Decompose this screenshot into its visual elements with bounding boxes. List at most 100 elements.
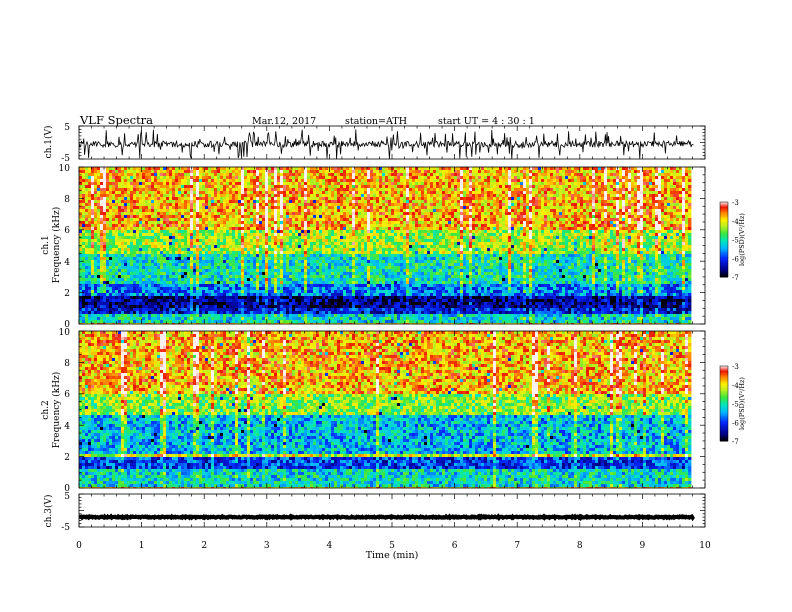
spectrogram-cell xyxy=(514,176,518,180)
spectrogram-cell xyxy=(547,221,551,225)
spectrogram-cell xyxy=(505,206,509,210)
spectrogram-cell xyxy=(481,230,485,234)
spectrogram-cell xyxy=(160,227,164,231)
spectrogram-cell xyxy=(658,215,662,219)
spectrogram-cell xyxy=(220,176,224,180)
spectrogram-cell xyxy=(604,215,608,219)
spectrogram-cell xyxy=(313,200,317,204)
spectrogram-cell xyxy=(607,179,611,183)
spectrogram-cell xyxy=(91,191,95,195)
spectrogram-cell xyxy=(322,239,326,243)
spectrogram-cell xyxy=(388,221,392,225)
spectrogram-cell xyxy=(244,200,248,204)
spectrogram-cell xyxy=(604,218,608,222)
spectrogram-cell xyxy=(370,230,374,234)
spectrogram-cell xyxy=(133,200,137,204)
spectrogram-cell xyxy=(514,179,518,183)
spectrogram-cell xyxy=(394,191,398,195)
spectrogram-cell xyxy=(592,230,596,234)
spectrogram-cell xyxy=(97,170,101,174)
spectrogram-cell xyxy=(262,206,266,210)
spectrogram-cell xyxy=(454,209,458,213)
spectrogram-cell xyxy=(346,224,350,228)
spectrogram-cell xyxy=(634,200,638,204)
spectrogram-cell xyxy=(664,167,668,171)
spectrogram-cell xyxy=(598,170,602,174)
spectrogram-cell xyxy=(337,227,341,231)
spectrogram-cell xyxy=(631,179,635,183)
spectrogram-cell xyxy=(556,176,560,180)
spectrogram-cell xyxy=(475,182,479,186)
spectrogram-cell xyxy=(679,200,683,204)
spectrogram-cell xyxy=(292,173,296,177)
spectrogram-cell xyxy=(277,197,281,201)
spectrogram-cell xyxy=(274,173,278,177)
spectrogram-cell xyxy=(562,218,566,222)
spectrogram-cell xyxy=(394,173,398,177)
spectrogram-cell xyxy=(172,206,176,210)
spectrogram-cell xyxy=(565,230,569,234)
spectrogram-cell xyxy=(205,176,209,180)
spectrogram-cell xyxy=(598,191,602,195)
spectrogram-cell xyxy=(634,176,638,180)
spectrogram-cell xyxy=(625,188,629,192)
spectrogram-cell xyxy=(652,185,656,189)
spectrogram-cell xyxy=(388,236,392,240)
spectrogram-cell xyxy=(406,224,410,228)
spectrogram-cell xyxy=(577,179,581,183)
spectrogram-cell xyxy=(112,170,116,174)
spectrogram-cell xyxy=(454,233,458,237)
spectrogram-cell xyxy=(286,215,290,219)
spectrogram-cell xyxy=(613,221,617,225)
spectrogram-cell xyxy=(565,212,569,216)
spectrogram-cell xyxy=(556,209,560,213)
spectrogram-cell xyxy=(424,212,428,216)
spectrogram-cell xyxy=(616,236,620,240)
spectrogram-cell xyxy=(481,209,485,213)
spectrogram-cell xyxy=(535,194,539,198)
spectrogram-cell xyxy=(202,185,206,189)
spectrogram-cell xyxy=(589,170,593,174)
spectrogram-cell xyxy=(400,233,404,237)
spectrogram-cell xyxy=(514,215,518,219)
spectrogram-cell xyxy=(556,215,560,219)
spectrogram-cell xyxy=(634,230,638,234)
spectrogram-cell xyxy=(214,191,218,195)
spectrogram-cell xyxy=(451,173,455,177)
spectrogram-cell xyxy=(559,191,563,195)
spectrogram-cell xyxy=(85,212,89,216)
spectrogram-cell xyxy=(292,218,296,222)
spectrogram-cell xyxy=(337,224,341,228)
spectrogram-cell xyxy=(580,188,584,192)
spectrogram-cell xyxy=(139,227,143,231)
spectrogram-cell xyxy=(295,188,299,192)
spectrogram-cell xyxy=(154,221,158,225)
spectrogram-cell xyxy=(151,224,155,228)
spectrogram-cell xyxy=(595,179,599,183)
spectrogram-cell xyxy=(550,215,554,219)
spectrogram-cell xyxy=(172,176,176,180)
spectrogram-cell xyxy=(193,239,197,243)
spectrogram-cell xyxy=(637,224,641,228)
spectrogram-cell xyxy=(178,188,182,192)
spectrogram-cell xyxy=(487,227,491,231)
spectrogram-cell xyxy=(211,218,215,222)
spectrogram-cell xyxy=(562,230,566,234)
spectrogram-cell xyxy=(568,212,572,216)
spectrogram-cell xyxy=(544,167,548,171)
spectrogram-cell xyxy=(439,194,443,198)
spectrogram-cell xyxy=(451,197,455,201)
spectrogram-cell xyxy=(160,200,164,204)
spectrogram-cell xyxy=(271,233,275,237)
spectrogram-cell xyxy=(553,176,557,180)
spectrogram-cell xyxy=(409,212,413,216)
spectrogram-cell xyxy=(268,236,272,240)
spectrogram-cell xyxy=(646,212,650,216)
spectrogram-cell xyxy=(436,194,440,198)
spectrogram-cell xyxy=(628,209,632,213)
spectrogram-cell xyxy=(115,194,119,198)
spectrogram-cell xyxy=(286,200,290,204)
spectrogram-cell xyxy=(88,197,92,201)
spectrogram-cell xyxy=(235,185,239,189)
spectrogram-cell xyxy=(502,203,506,207)
